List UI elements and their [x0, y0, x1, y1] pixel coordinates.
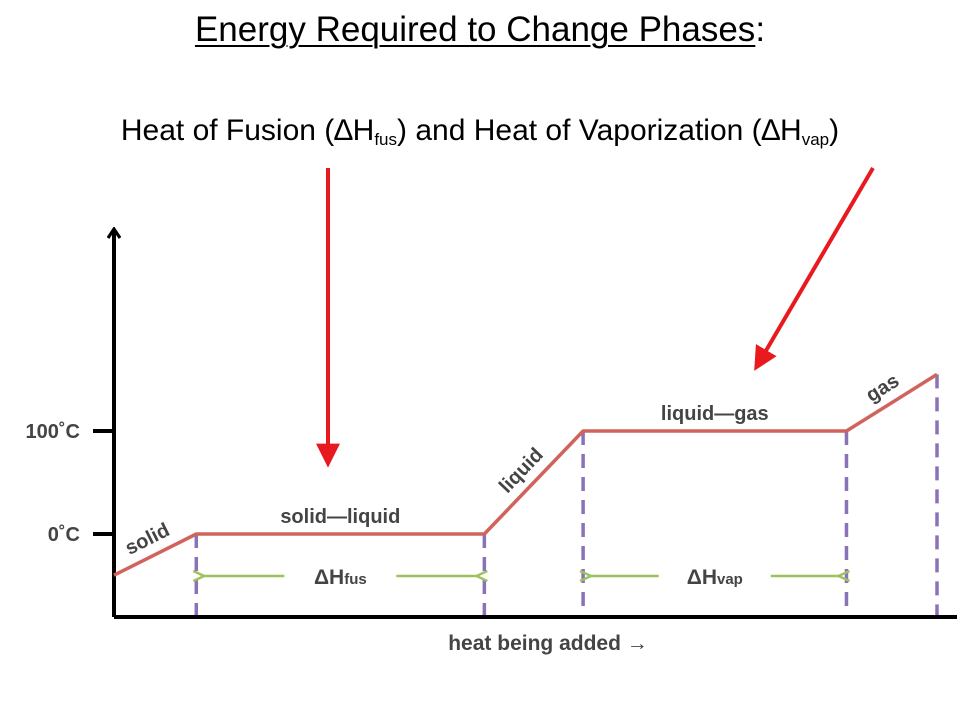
page-subtitle: Heat of Fusion (∆Hfus) and Heat of Vapor… — [0, 114, 960, 148]
subtitle-part-fusion: Heat of Fusion ( — [120, 114, 335, 147]
subtitle-part-vaporization: ) and Heat of Vaporization ( — [397, 114, 762, 147]
subtitle-sub-fusion: fus — [374, 130, 398, 149]
span-label-vap: ΔHvap — [687, 566, 743, 589]
heating-curve-line — [113, 372, 938, 577]
subtitle-delta-vaporization: ∆H — [761, 114, 802, 147]
segment-label-solid-liquid: solid—liquid — [280, 506, 400, 528]
segment-label-liquid: liquid — [495, 444, 548, 498]
subtitle-part-close: ) — [829, 114, 840, 147]
vaporization-pointer-arrow — [754, 166, 875, 371]
subtitle-delta-fusion: ∆H — [334, 114, 375, 147]
x-axis-label: heat being added → — [448, 632, 648, 655]
segment-label-solid: solid — [122, 519, 174, 560]
page-title-suffix: : — [755, 10, 766, 49]
y-tick-label: 100˚C — [26, 420, 80, 443]
segment-label-liquid-gas: liquid—gas — [661, 403, 769, 425]
subtitle-sub-vaporization: vap — [801, 130, 830, 149]
page-title: Energy Required to Change Phases: — [0, 10, 960, 50]
span-label-fus: ΔHfus — [314, 566, 367, 589]
page-title-text: Energy Required to Change Phases — [194, 10, 756, 49]
y-tick-label: 0˚C — [48, 523, 80, 546]
